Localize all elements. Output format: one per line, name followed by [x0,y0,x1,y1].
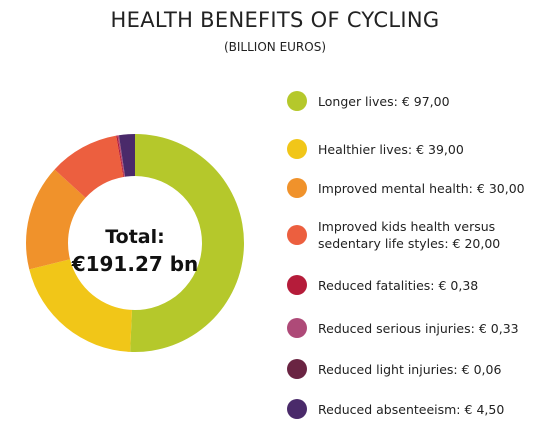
pie-slice [116,135,125,178]
legend-item: Reduced light injuries: € 0,06 [287,359,501,379]
legend-swatch [287,318,307,338]
chart-title: HEALTH BENEFITS OF CYCLING [110,8,440,32]
center-value: €191.27 bn [71,252,199,276]
pie-slice [25,169,86,270]
pie-slice [54,135,124,198]
legend-swatch [287,225,307,245]
legend-label: Improved kids health versus sedentary li… [318,219,496,251]
legend-label: Reduced light injuries: [318,361,458,377]
legend-item: Improved kids health versus sedentary li… [287,218,518,252]
legend-item: Improved mental health: € 30,00 [287,178,525,198]
legend-item: Reduced serious injuries: € 0,33 [287,318,519,338]
legend-text: Reduced light injuries: € 0,06 [318,362,501,377]
legend-label: Healthier lives: [318,141,413,157]
legend-label: Reduced absenteeism: [318,401,461,417]
legend-text: Reduced serious injuries: € 0,33 [318,321,519,336]
legend-swatch [287,399,307,419]
legend-text: Improved mental health: € 30,00 [318,181,525,196]
legend-item: Longer lives: € 97,00 [287,91,450,111]
pie-slice [29,259,132,352]
legend-swatch [287,91,307,111]
legend-item: Reduced absenteeism: € 4,50 [287,399,504,419]
legend-value: € 0,38 [438,277,479,293]
legend-value: € 97,00 [401,93,450,109]
legend-swatch [287,178,307,198]
center-label: Total: [105,226,165,248]
legend-label: Longer lives: [318,93,398,109]
chart-subtitle: (BILLION EUROS) [223,40,327,54]
legend-text: Healthier lives: € 39,00 [318,142,464,157]
legend-value: € 30,00 [476,180,525,196]
legend-item: Reduced fatalities: € 0,38 [287,275,478,295]
legend-value: € 0,06 [461,361,502,377]
legend-label: Reduced serious injuries: [318,320,475,336]
legend-value: € 39,00 [416,141,464,157]
pie-slice [118,134,135,177]
legend-item: Healthier lives: € 39,00 [287,139,464,159]
legend-text: Improved kids health versus sedentary li… [318,218,518,252]
legend-label: Reduced fatalities: [318,277,435,293]
pie-slice [118,135,126,177]
legend-value: € 0,33 [478,320,519,336]
pie-slice [130,134,244,352]
legend-value: € 20,00 [452,236,501,251]
legend-text: Longer lives: € 97,00 [318,94,450,109]
legend-swatch [287,139,307,159]
legend-value: € 4,50 [464,401,505,417]
legend-label: Improved mental health: [318,180,473,196]
legend-swatch [287,359,307,379]
legend-text: Reduced absenteeism: € 4,50 [318,402,504,417]
legend-text: Reduced fatalities: € 0,38 [318,278,478,293]
pie-slice [117,135,126,177]
legend-swatch [287,275,307,295]
